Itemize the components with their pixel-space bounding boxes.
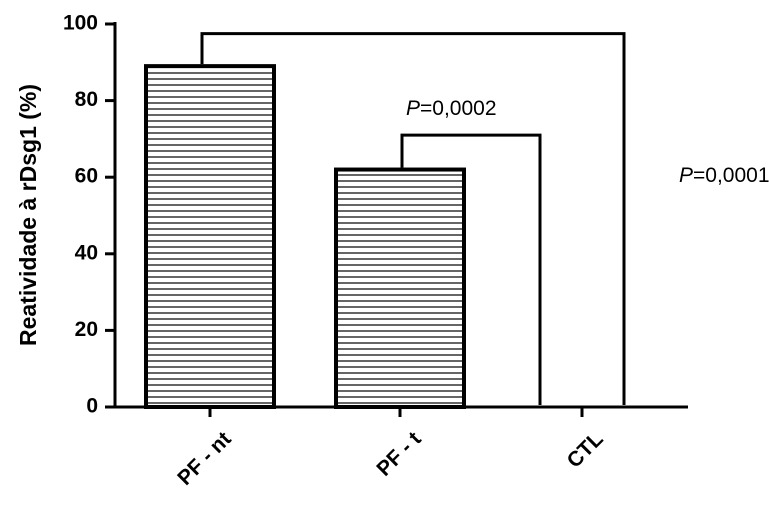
x-tick-label: CTL <box>563 427 608 472</box>
y-tick-label: 0 <box>86 395 98 418</box>
bar-pf-nt <box>144 64 276 409</box>
bracket-pf-nt-vs-ctl <box>200 32 626 405</box>
bar-pf-t <box>334 167 466 409</box>
x-tick-label: PF - nt <box>173 427 235 489</box>
p-value-label-pft-ctl: P=0,0002 <box>406 97 497 120</box>
y-tick-label: 60 <box>75 165 98 188</box>
y-axis-label: Reatividade à rDsg1 (%) <box>15 84 41 346</box>
y-tick-label: 40 <box>75 241 98 264</box>
p-symbol: P <box>679 164 693 187</box>
p-value-label-pfnt-ctl: P=0,0001 <box>679 164 769 187</box>
p-value: =0,0001 <box>693 164 769 187</box>
y-tick-label: 20 <box>75 318 98 341</box>
bars-group <box>144 64 466 409</box>
x-ticks: PF - nt PF - t CTL <box>173 407 608 490</box>
y-ticks: 0 20 40 60 80 100 <box>63 12 115 418</box>
y-tick-label: 100 <box>63 12 98 35</box>
p-symbol: P <box>406 97 420 120</box>
p-value: =0,0002 <box>420 97 497 120</box>
significance-brackets <box>200 32 626 405</box>
y-tick-label: 80 <box>75 88 98 111</box>
x-tick-label: PF - t <box>372 427 425 480</box>
bracket-pf-t-vs-ctl <box>400 133 542 405</box>
